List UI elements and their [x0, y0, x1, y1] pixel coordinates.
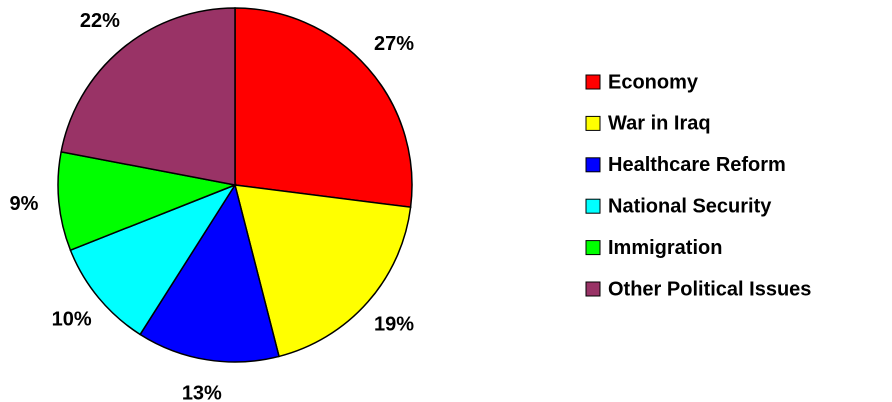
- legend-swatch: [585, 115, 601, 131]
- legend-swatch: [585, 74, 601, 90]
- pie-slice: [57, 150, 238, 252]
- legend-swatch: [585, 240, 601, 256]
- legend-label: War in Iraq: [608, 113, 711, 135]
- legend-label: Immigration: [608, 237, 722, 259]
- pie-slice: [233, 184, 412, 358]
- data-label: 13%: [182, 383, 222, 402]
- legend-swatch: [585, 157, 601, 173]
- legend-label: Healthcare Reform: [608, 154, 786, 176]
- pie-slice: [234, 7, 413, 209]
- data-label: 19%: [374, 313, 414, 335]
- pie-slice: [60, 7, 236, 186]
- data-label: 10%: [52, 308, 92, 330]
- legend-label: Other Political Issues: [608, 278, 811, 300]
- data-label: 9%: [9, 193, 38, 215]
- data-label: 22%: [80, 10, 120, 32]
- pie-slice: [139, 183, 280, 363]
- pie-slice: [69, 183, 237, 336]
- legend-label: Economy: [608, 71, 699, 93]
- legend-swatch: [585, 198, 601, 214]
- data-label: 27%: [374, 33, 414, 55]
- legend-swatch: [585, 281, 601, 297]
- legend-label: National Security: [608, 195, 772, 217]
